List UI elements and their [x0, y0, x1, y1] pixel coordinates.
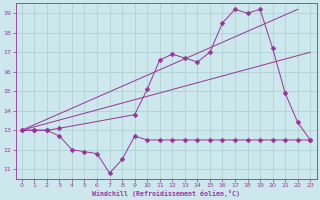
X-axis label: Windchill (Refroidissement éolien,°C): Windchill (Refroidissement éolien,°C)	[92, 190, 240, 197]
